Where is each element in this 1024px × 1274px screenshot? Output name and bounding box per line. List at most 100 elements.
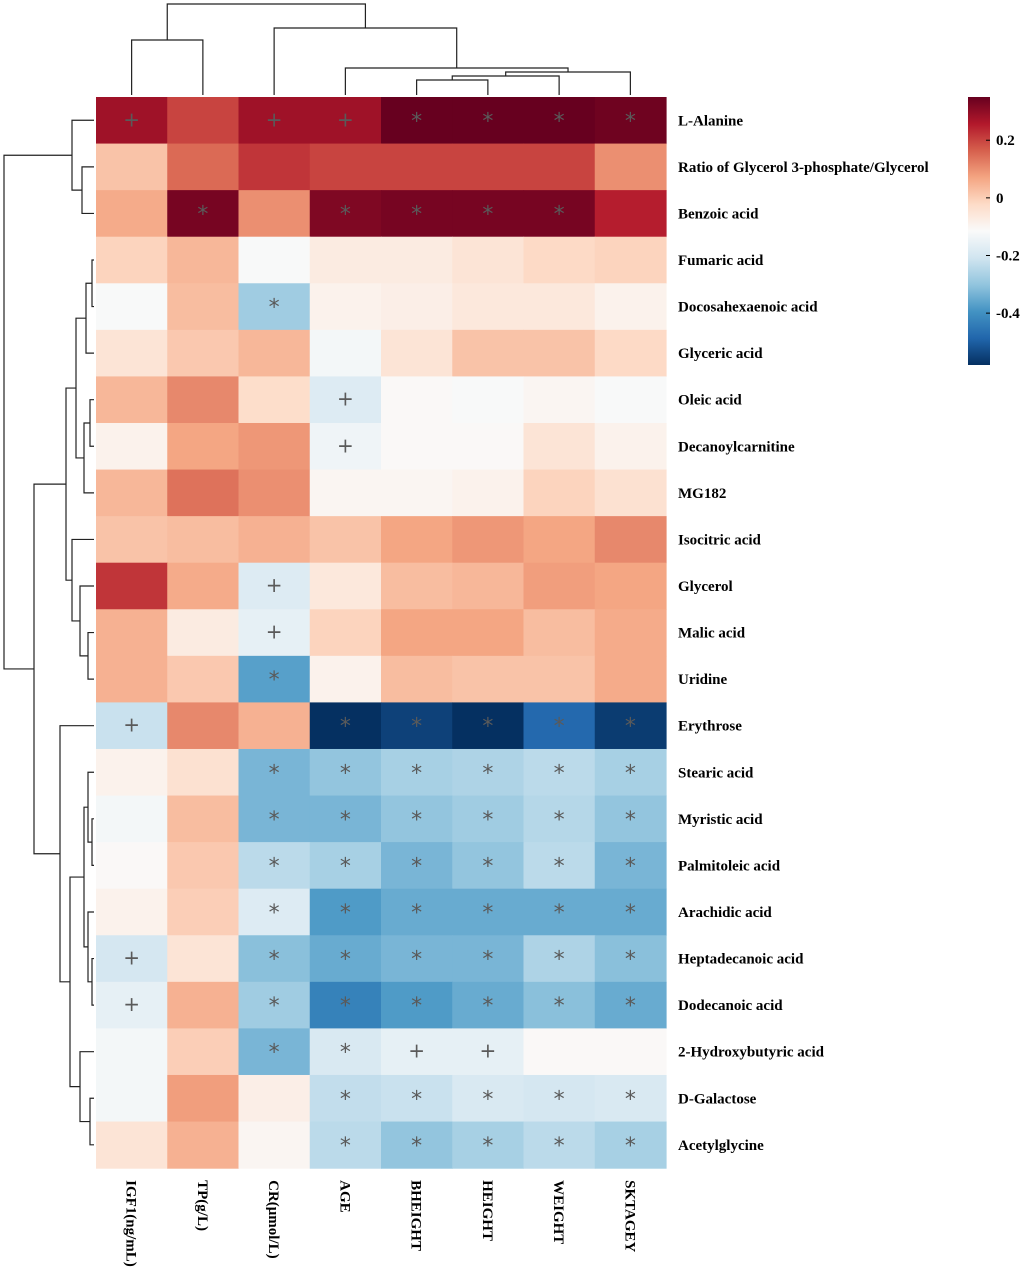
heatmap-cell (238, 236, 311, 284)
heatmap-cell (96, 143, 168, 191)
heatmap-cell (452, 143, 525, 191)
heatmap-cell (96, 1074, 168, 1123)
heatmap-cell (167, 935, 240, 983)
significance-mark: * (411, 994, 422, 1019)
heatmap-cell (381, 795, 453, 843)
heatmap-cell (309, 190, 382, 238)
heatmap-cell (309, 143, 382, 191)
colorbar-tick-label: -0.4 (996, 306, 1020, 322)
heatmap-cell (523, 609, 596, 657)
significance-mark: * (625, 1087, 636, 1112)
heatmap-cell (523, 329, 596, 378)
row-label: Malic acid (678, 626, 746, 642)
dendrogram-link (79, 1051, 94, 1123)
dendrogram-link (83, 422, 94, 494)
heatmap-cell (238, 842, 311, 890)
significance-mark: * (482, 994, 493, 1019)
heatmap-cell (96, 748, 168, 797)
significance-mark: * (269, 994, 280, 1019)
heatmap-cell (594, 609, 667, 657)
heatmap-cell (167, 516, 240, 564)
significance-mark: + (337, 433, 354, 457)
significance-mark: * (340, 715, 351, 740)
significance-mark: + (123, 713, 140, 737)
heatmap-cell (452, 1121, 525, 1169)
significance-mark: * (554, 994, 565, 1019)
heatmap-cell (167, 1121, 240, 1169)
heatmap-cell (523, 143, 596, 191)
heatmap-cell (594, 516, 667, 564)
significance-mark: * (625, 715, 636, 740)
heatmap-cell (167, 655, 240, 704)
heatmap-cell (309, 1074, 382, 1123)
significance-mark: * (197, 202, 208, 227)
column-label: WEIGHT (550, 1180, 566, 1244)
row-label: Benzoic acid (678, 206, 759, 222)
heatmap-cell (96, 1121, 168, 1169)
heatmap-cell (167, 842, 240, 890)
heatmap-cell (167, 795, 240, 843)
heatmap-cell (452, 1028, 525, 1076)
heatmap-cell (452, 795, 525, 843)
column-label: CR(μmol/L) (265, 1180, 281, 1259)
heatmap-cell (523, 469, 596, 517)
heatmap-cell (452, 469, 525, 517)
dendrogram-link (65, 387, 76, 581)
heatmap-cell (452, 981, 525, 1029)
row-labels: L-Alanine Ratio of Glycerol 3-phosphate/G… (678, 113, 929, 1154)
heatmap-cell (452, 655, 525, 704)
significance-mark: * (554, 715, 565, 740)
heatmap-cell (167, 97, 240, 145)
significance-mark: * (269, 296, 280, 321)
heatmap-cell (238, 609, 311, 657)
significance-mark: * (269, 1041, 280, 1066)
significance-mark: * (625, 761, 636, 786)
significance-mark: * (554, 1134, 565, 1159)
heatmap-cell (452, 842, 525, 890)
significance-mark: * (340, 1087, 351, 1112)
heatmap-cell (594, 376, 667, 424)
heatmap-cell (167, 329, 240, 378)
heatmap-cell (523, 562, 596, 610)
heatmap-cell (96, 376, 168, 424)
heatmap-cell (452, 1074, 525, 1123)
heatmap-cell (96, 842, 168, 890)
heatmap-cell (594, 143, 667, 191)
significance-mark: + (337, 387, 354, 411)
heatmap-cell (452, 748, 525, 797)
row-label: Glycerol (678, 579, 733, 595)
heatmap-cell (523, 935, 596, 983)
row-label: Arachidic acid (678, 905, 772, 921)
heatmap-cell (309, 562, 382, 610)
significance-mark: * (340, 808, 351, 833)
significance-mark: * (554, 202, 565, 227)
heatmap-cells (96, 97, 667, 1169)
heatmap-cell (594, 236, 667, 284)
dendrogram-link (89, 1097, 94, 1146)
heatmap-cell (309, 981, 382, 1029)
heatmap-cell (452, 516, 525, 564)
significance-mark: * (340, 948, 351, 973)
significance-mark: + (123, 107, 140, 131)
heatmap-cell (96, 795, 168, 843)
row-label: Acetylglycine (678, 1138, 764, 1154)
heatmap-cell (594, 469, 667, 517)
heatmap-cell (594, 702, 667, 750)
heatmap-cell (452, 422, 525, 471)
heatmap-cell (594, 1121, 667, 1169)
heatmap-cell (381, 888, 453, 936)
heatmap-cell (96, 236, 168, 284)
heatmap-cell (309, 1121, 382, 1169)
heatmap-cell (96, 329, 168, 378)
heatmap-cell (381, 842, 453, 890)
colorbar: 0.2 0 -0.2 -0.4 (968, 97, 1020, 365)
heatmap-cell (381, 469, 453, 517)
heatmap-cell (238, 283, 311, 331)
heatmap-cell (238, 376, 311, 424)
row-label: 2-Hydroxybutyric acid (678, 1045, 825, 1061)
heatmap-cell (96, 469, 168, 517)
significance-mark: + (266, 107, 283, 131)
significance-mark: * (411, 761, 422, 786)
heatmap-cell (381, 1074, 453, 1123)
significance-mark: * (482, 109, 493, 134)
